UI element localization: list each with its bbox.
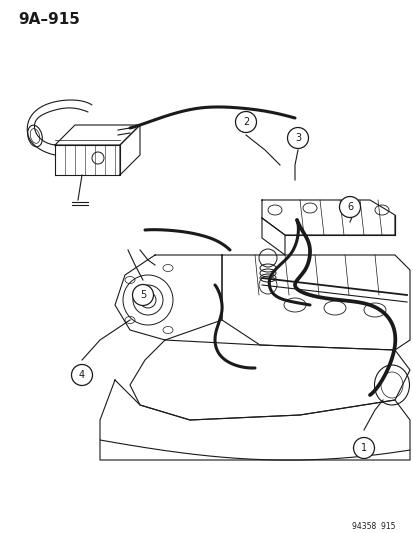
Text: 1: 1 <box>360 443 366 453</box>
Polygon shape <box>130 340 409 420</box>
Text: 5: 5 <box>140 290 146 300</box>
Text: 94358  915: 94358 915 <box>351 522 395 531</box>
Circle shape <box>71 365 92 385</box>
Text: 4: 4 <box>79 370 85 380</box>
Polygon shape <box>115 255 221 340</box>
Circle shape <box>339 197 360 217</box>
Text: 2: 2 <box>242 117 249 127</box>
Circle shape <box>235 111 256 133</box>
Text: 3: 3 <box>294 133 300 143</box>
Circle shape <box>132 285 153 305</box>
Polygon shape <box>261 200 394 235</box>
Polygon shape <box>221 255 409 350</box>
Circle shape <box>353 438 374 458</box>
Circle shape <box>287 127 308 149</box>
Polygon shape <box>100 380 409 460</box>
Text: 9A–915: 9A–915 <box>18 12 80 27</box>
Text: 6: 6 <box>346 202 352 212</box>
